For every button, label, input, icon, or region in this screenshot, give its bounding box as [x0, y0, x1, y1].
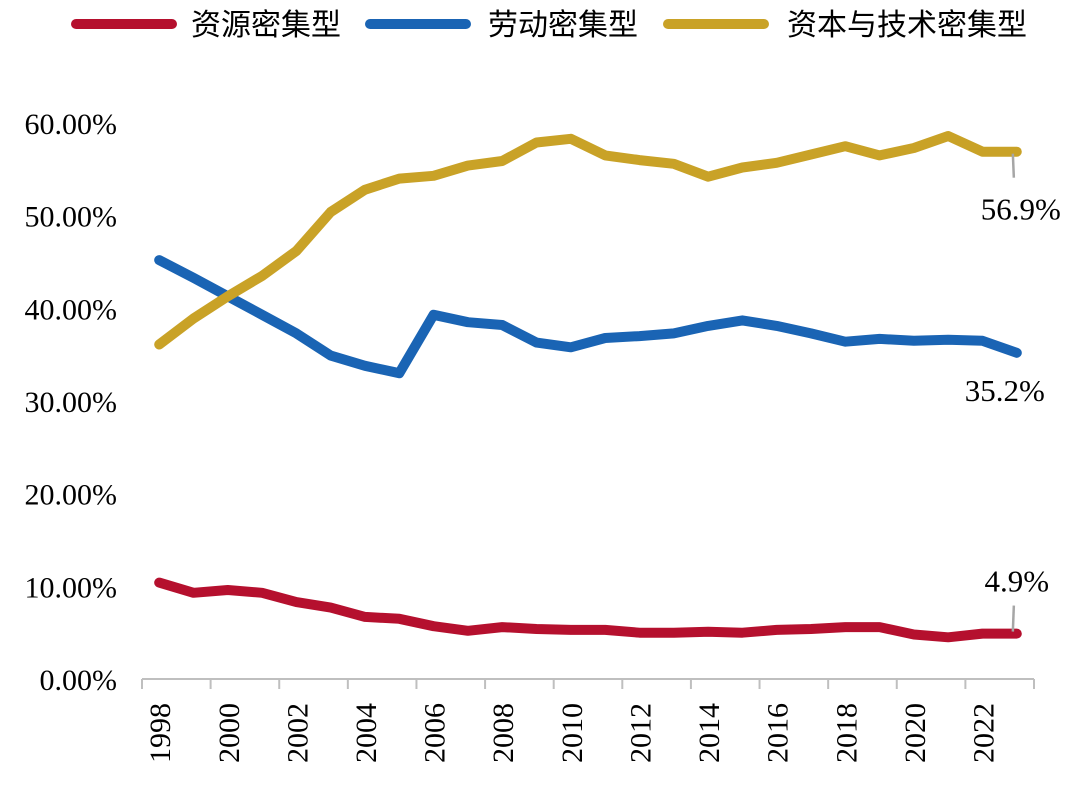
series-line-0 [154, 577, 1022, 643]
end-label-leader [1011, 153, 1016, 178]
x-tick-label: 2010 [556, 703, 589, 763]
series-line-2 [154, 131, 1022, 350]
legend-label: 资本与技术密集型 [787, 8, 1027, 43]
end-data-label: 35.2% [965, 373, 1045, 408]
x-tick-label: 2022 [968, 703, 1001, 763]
legend-label: 劳动密集型 [488, 8, 638, 43]
y-axis: 0.00% 10.00% 20.00% 30.00% 40.00% 50.00% 60.00… [25, 108, 118, 697]
series-line-1 [154, 255, 1022, 379]
end-label-leader [1011, 605, 1016, 632]
end-data-label: 4.9% [985, 564, 1050, 599]
x-axis: 1998 2000 2002 2004 2006 2008 2010 2012 2014 2016… [141, 678, 1035, 763]
x-tick-label: 2004 [350, 703, 383, 763]
x-tick-label: 1998 [144, 703, 177, 763]
y-tick-label: 40.00% [25, 293, 118, 326]
y-tick-label: 30.00% [25, 386, 118, 419]
x-tick-label: 2018 [830, 703, 863, 763]
x-tick-label: 2000 [213, 703, 246, 763]
y-tick-label: 60.00% [25, 108, 118, 141]
legend: 资源密集型 劳动密集型 资本与技术密集型 [71, 8, 1027, 43]
y-tick-label: 0.00% [40, 664, 118, 697]
end-labels: 4.9% 35.2% 56.9% [965, 153, 1061, 632]
y-tick-label: 10.00% [25, 571, 118, 604]
series-lines [154, 131, 1022, 643]
x-tick-label: 2002 [281, 703, 314, 763]
x-tick-label: 2012 [624, 703, 657, 763]
end-data-label: 56.9% [981, 192, 1061, 227]
legend-label: 资源密集型 [191, 8, 341, 43]
x-tick-label: 2008 [487, 703, 520, 763]
x-tick-label: 2006 [419, 703, 452, 763]
x-tick-label: 2016 [762, 703, 795, 763]
y-tick-label: 20.00% [25, 479, 118, 512]
x-tick-label: 2020 [899, 703, 932, 763]
y-tick-label: 50.00% [25, 201, 118, 234]
x-tick-label: 2014 [693, 703, 726, 763]
